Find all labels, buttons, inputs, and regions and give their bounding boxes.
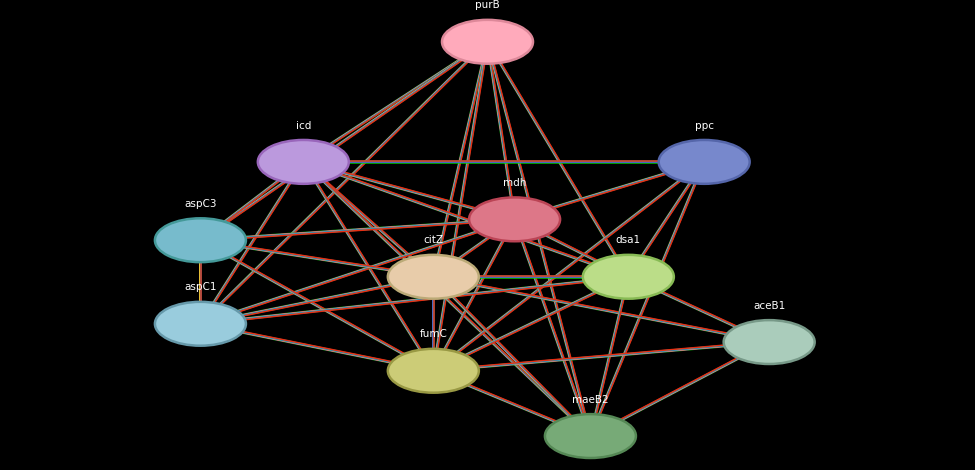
Circle shape — [659, 140, 750, 184]
Text: mdh: mdh — [503, 178, 526, 188]
Circle shape — [388, 255, 479, 299]
Circle shape — [545, 414, 636, 458]
Text: icd: icd — [295, 121, 311, 131]
Text: aceB1: aceB1 — [753, 301, 785, 311]
Circle shape — [155, 302, 246, 346]
Text: fumC: fumC — [419, 329, 448, 339]
Text: aspC3: aspC3 — [184, 199, 216, 209]
Circle shape — [155, 218, 246, 262]
Text: maeB2: maeB2 — [572, 395, 608, 405]
Text: purB: purB — [475, 0, 500, 10]
Text: ppc: ppc — [694, 121, 714, 131]
Text: citZ: citZ — [423, 235, 444, 245]
Text: dsa1: dsa1 — [616, 235, 641, 245]
Circle shape — [469, 197, 560, 241]
Text: aspC1: aspC1 — [184, 282, 216, 292]
Circle shape — [388, 349, 479, 393]
Circle shape — [723, 320, 815, 364]
Circle shape — [583, 255, 674, 299]
Circle shape — [442, 20, 533, 64]
Circle shape — [257, 140, 349, 184]
